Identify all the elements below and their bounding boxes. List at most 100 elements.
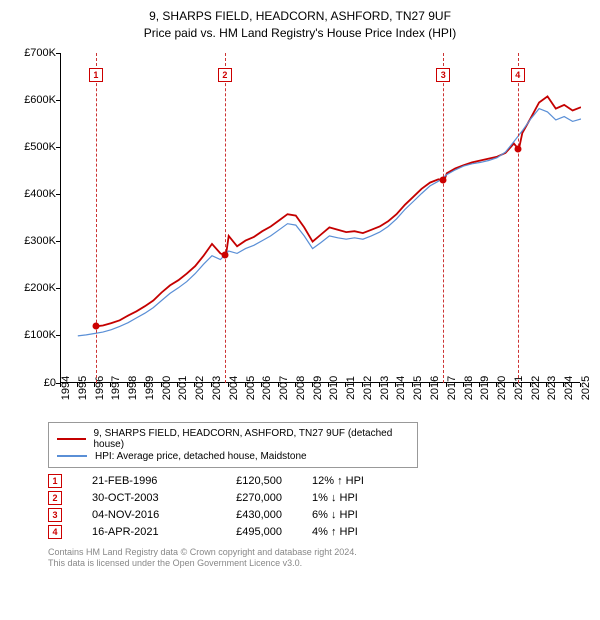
xtick-label: 2011 <box>345 376 357 400</box>
sale-number-box: 3 <box>48 508 62 522</box>
xtick-label: 1995 <box>77 375 89 399</box>
sale-pct: 1% ↓ HPI <box>312 492 402 504</box>
series-line-property <box>97 96 581 326</box>
sale-dot <box>514 146 521 153</box>
legend-swatch-property <box>57 438 86 440</box>
xtick-label: 2014 <box>395 375 407 399</box>
xtick-mark <box>513 383 514 387</box>
sale-price: £270,000 <box>212 492 282 504</box>
sale-number-box: 4 <box>48 525 62 539</box>
xtick-mark <box>479 383 480 387</box>
xtick-mark <box>496 383 497 387</box>
xtick-mark <box>546 383 547 387</box>
xtick-mark <box>278 383 279 387</box>
sale-marker-box: 2 <box>218 68 232 82</box>
xtick-label: 2023 <box>546 375 558 399</box>
chart-area: £0£100K£200K£300K£400K£500K£600K£700K199… <box>10 48 590 418</box>
ytick-mark <box>56 194 60 195</box>
footer-line2: This data is licensed under the Open Gov… <box>48 558 590 570</box>
sale-vline <box>96 53 97 383</box>
xtick-mark <box>446 383 447 387</box>
xtick-label: 2010 <box>328 375 340 399</box>
xtick-mark <box>144 383 145 387</box>
ytick-label: £300K <box>24 235 56 247</box>
xtick-label: 2025 <box>580 375 592 399</box>
sale-price: £495,000 <box>212 526 282 538</box>
attribution-footer: Contains HM Land Registry data © Crown c… <box>48 547 590 570</box>
footer-line1: Contains HM Land Registry data © Crown c… <box>48 547 590 559</box>
sale-date: 30-OCT-2003 <box>92 492 182 504</box>
sale-number-box: 2 <box>48 491 62 505</box>
ytick-mark <box>56 53 60 54</box>
xtick-label: 1997 <box>110 375 122 399</box>
sales-row: 4 16-APR-2021 £495,000 4% ↑ HPI <box>48 525 590 539</box>
xtick-label: 2004 <box>228 375 240 399</box>
ytick-mark <box>56 100 60 101</box>
sale-date: 04-NOV-2016 <box>92 509 182 521</box>
xtick-label: 1994 <box>60 375 72 399</box>
xtick-mark <box>177 383 178 387</box>
sales-table: 121-FEB-1996£120,50012% ↑ HPI230-OCT-200… <box>48 474 590 539</box>
xtick-label: 2020 <box>496 375 508 399</box>
xtick-label: 2009 <box>312 375 324 399</box>
xtick-label: 2015 <box>412 375 424 399</box>
sales-row: 304-NOV-2016£430,0006% ↓ HPI <box>48 508 590 522</box>
xtick-label: 2006 <box>261 375 273 399</box>
plot-region <box>60 53 580 383</box>
xtick-mark <box>362 383 363 387</box>
xtick-label: 2003 <box>211 375 223 399</box>
xtick-label: 1998 <box>127 375 139 399</box>
xtick-mark <box>328 383 329 387</box>
ytick-mark <box>56 241 60 242</box>
xtick-mark <box>261 383 262 387</box>
ytick-label: £700K <box>24 47 56 59</box>
ytick-label: £600K <box>24 94 56 106</box>
xtick-label: 2019 <box>479 375 491 399</box>
sale-date: 16-APR-2021 <box>92 526 182 538</box>
xtick-mark <box>345 383 346 387</box>
xtick-label: 1999 <box>144 375 156 399</box>
xtick-mark <box>194 383 195 387</box>
xtick-label: 2017 <box>446 375 458 399</box>
xtick-mark <box>379 383 380 387</box>
legend-label-hpi: HPI: Average price, detached house, Maid… <box>95 451 307 462</box>
arrow-icon: ↑ <box>337 475 343 487</box>
xtick-mark <box>94 383 95 387</box>
ytick-label: £200K <box>24 282 56 294</box>
sale-pct: 4% ↑ HPI <box>312 526 402 538</box>
line-series-svg <box>61 53 581 383</box>
sale-price: £120,500 <box>212 475 282 487</box>
xtick-label: 2000 <box>161 375 173 399</box>
chart-container: 9, SHARPS FIELD, HEADCORN, ASHFORD, TN27… <box>0 0 600 620</box>
xtick-mark <box>429 383 430 387</box>
ytick-label: £0 <box>44 377 56 389</box>
sale-marker-box: 3 <box>436 68 450 82</box>
sale-vline <box>518 53 519 383</box>
xtick-mark <box>312 383 313 387</box>
arrow-icon: ↑ <box>331 526 337 538</box>
sale-vline <box>443 53 444 383</box>
sales-row: 2 30-OCT-2003 £270,000 1% ↓ HPI <box>48 491 590 505</box>
ytick-mark <box>56 147 60 148</box>
xtick-label: 2012 <box>362 375 374 399</box>
title-line1: 9, SHARPS FIELD, HEADCORN, ASHFORD, TN27… <box>10 8 590 25</box>
sale-pct: 6% ↓ HPI <box>312 509 402 521</box>
legend-row-hpi: HPI: Average price, detached house, Maid… <box>57 451 409 462</box>
sale-marker-box: 4 <box>511 68 525 82</box>
xtick-mark <box>161 383 162 387</box>
series-line-hpi <box>78 108 581 335</box>
ytick-mark <box>56 288 60 289</box>
xtick-mark <box>580 383 581 387</box>
xtick-mark <box>245 383 246 387</box>
ytick-label: £500K <box>24 141 56 153</box>
arrow-icon: ↓ <box>331 492 337 504</box>
ytick-label: £100K <box>24 329 56 341</box>
arrow-icon: ↓ <box>331 509 337 521</box>
xtick-label: 2002 <box>194 375 206 399</box>
xtick-mark <box>110 383 111 387</box>
xtick-mark <box>530 383 531 387</box>
xtick-label: 2005 <box>245 375 257 399</box>
sale-date: 21-FEB-1996 <box>92 475 182 487</box>
xtick-label: 2016 <box>429 375 441 399</box>
xtick-label: 2007 <box>278 375 290 399</box>
